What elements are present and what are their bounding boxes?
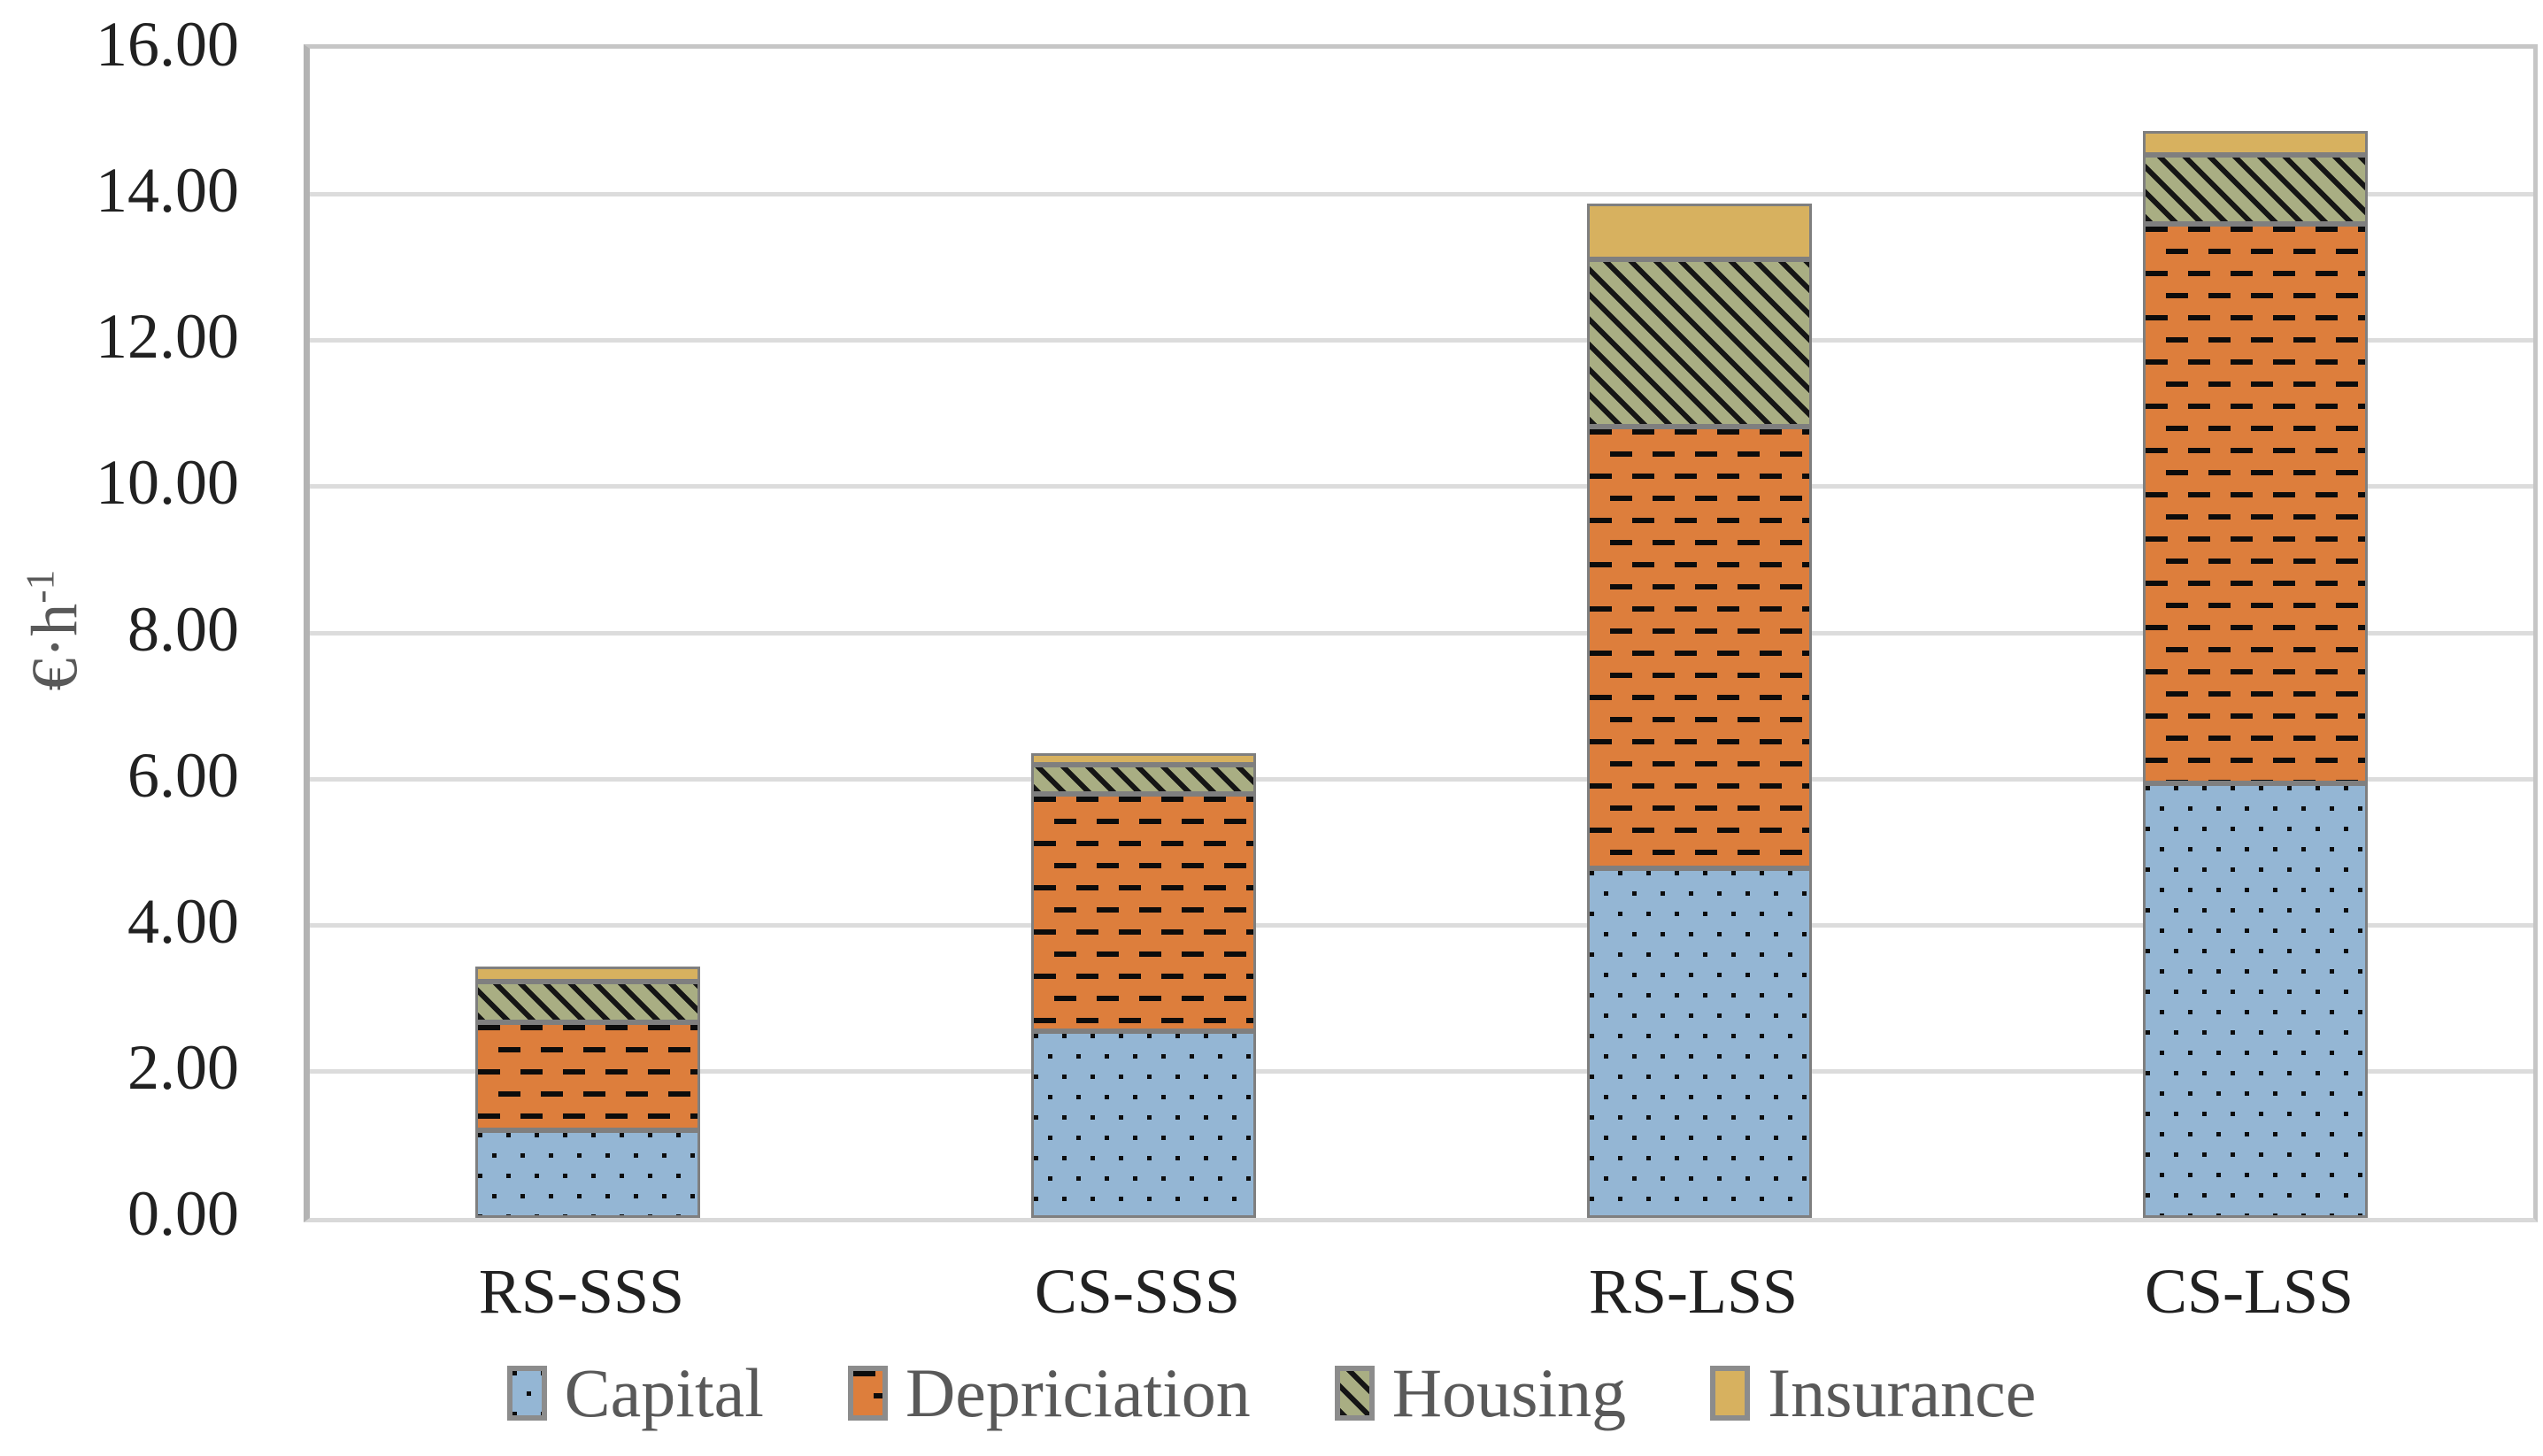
bar-slot-rs-sss xyxy=(310,49,866,1218)
plot-area xyxy=(304,44,2538,1222)
bar-segment-insurance-cs-sss xyxy=(1031,753,1256,765)
y-tick-label: 16.00 xyxy=(96,9,239,80)
stacked-bar-cs-lss xyxy=(2143,131,2368,1218)
legend-label-depriciation: Depriciation xyxy=(905,1354,1251,1431)
y-tick-label: 4.00 xyxy=(127,885,239,957)
bar-segment-capital-cs-sss xyxy=(1031,1031,1256,1218)
y-axis-tick-labels: 0.00 2.00 4.00 6.00 8.00 10.00 12.00 14.00 16.00 xyxy=(0,0,248,1456)
legend-item-housing: Housing xyxy=(1334,1354,1627,1431)
housing-swatch-icon xyxy=(1334,1366,1375,1421)
x-category-label-cs-sss: CS-SSS xyxy=(1034,1256,1241,1327)
stacked-bar-rs-sss xyxy=(475,967,700,1218)
gridline-14 xyxy=(310,192,2533,197)
bar-segment-insurance-rs-sss xyxy=(475,967,700,982)
bar-slot-cs-lss xyxy=(1977,49,2533,1218)
bar-segment-depriciation-cs-lss xyxy=(2143,224,2368,783)
y-tick-label: 6.00 xyxy=(127,739,239,811)
gridline-6 xyxy=(310,776,2533,782)
x-category-label-rs-sss: RS-SSS xyxy=(478,1256,685,1327)
legend-item-depriciation: Depriciation xyxy=(847,1354,1251,1431)
bar-segment-depriciation-cs-sss xyxy=(1031,794,1256,1031)
legend-item-insurance: Insurance xyxy=(1710,1359,2036,1428)
bar-segment-capital-cs-lss xyxy=(2143,783,2368,1218)
legend-label-capital: Capital xyxy=(564,1354,764,1431)
y-tick-label: 2.00 xyxy=(127,1031,239,1103)
gridline-12 xyxy=(310,338,2533,343)
legend-label-housing: Housing xyxy=(1391,1354,1627,1431)
y-tick-label: 10.00 xyxy=(96,447,239,519)
bar-segment-housing-cs-sss xyxy=(1031,765,1256,794)
gridline-8 xyxy=(310,630,2533,636)
stacked-bar-rs-lss xyxy=(1587,204,1812,1218)
stacked-bar-cs-sss xyxy=(1031,753,1256,1218)
x-category-label-cs-lss: CS-LSS xyxy=(2144,1256,2354,1327)
chart-legend: Capital Depriciation Housing Insurance xyxy=(0,1359,2543,1428)
y-tick-label: 8.00 xyxy=(127,593,239,665)
bar-segment-capital-rs-lss xyxy=(1587,868,1812,1218)
bar-segment-depriciation-rs-lss xyxy=(1587,427,1812,868)
legend-item-capital: Capital xyxy=(506,1354,764,1431)
gridline-10 xyxy=(310,484,2533,489)
depriciation-swatch-icon xyxy=(847,1366,888,1421)
y-tick-label: 14.00 xyxy=(96,155,239,227)
bar-segment-housing-rs-sss xyxy=(475,982,700,1022)
bar-segment-capital-rs-sss xyxy=(475,1130,700,1218)
capital-swatch-icon xyxy=(506,1366,547,1421)
gridline-2 xyxy=(310,1068,2533,1074)
y-tick-label: 12.00 xyxy=(96,301,239,373)
bar-segment-insurance-cs-lss xyxy=(2143,131,2368,155)
bar-segment-housing-rs-lss xyxy=(1587,259,1812,427)
gridline-4 xyxy=(310,922,2533,928)
bar-slot-rs-lss xyxy=(1422,49,1977,1218)
insurance-swatch-icon xyxy=(1710,1366,1751,1421)
x-category-label-rs-lss: RS-LSS xyxy=(1588,1256,1799,1327)
legend-label-insurance: Insurance xyxy=(1768,1354,2037,1431)
y-tick-label: 0.00 xyxy=(127,1178,239,1249)
bar-segment-housing-cs-lss xyxy=(2143,155,2368,224)
bar-slot-cs-sss xyxy=(866,49,1422,1218)
bar-segment-depriciation-rs-sss xyxy=(475,1022,700,1130)
bar-segment-insurance-rs-lss xyxy=(1587,204,1812,259)
